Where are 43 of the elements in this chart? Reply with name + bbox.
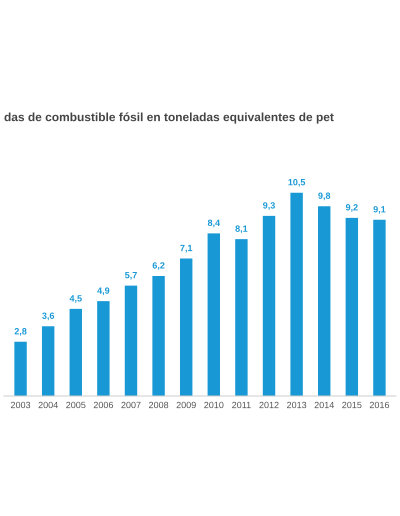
x-tick-label: 2016 [370, 402, 390, 408]
x-tick-label: 2011 [232, 402, 251, 408]
bar [42, 326, 54, 396]
data-label: 9,1 [373, 206, 386, 214]
bar [373, 220, 386, 396]
x-tick-label: 2015 [342, 402, 362, 408]
bar [180, 258, 192, 396]
data-label: 10,5 [288, 178, 306, 187]
data-label: 3,6 [42, 312, 54, 320]
bar [262, 216, 276, 396]
data-label: 7,1 [180, 244, 192, 252]
bar [70, 308, 82, 396]
x-tick-label: 2005 [66, 402, 86, 408]
bar [152, 276, 165, 396]
data-label: 4,5 [70, 295, 82, 303]
data-label: 8,1 [235, 225, 248, 234]
data-label: 9,8 [318, 192, 330, 200]
bar [14, 342, 27, 396]
bar [235, 239, 248, 396]
x-tick-label: 2004 [38, 402, 58, 408]
x-tick-label: 2006 [94, 402, 114, 408]
bar [318, 206, 330, 396]
data-label: 8,4 [208, 220, 220, 228]
chart-title: das de combustible fósil en toneladas equivalentes de pet [4, 112, 334, 124]
x-tick-label: 2008 [149, 402, 168, 408]
x-tick-label: 2014 [314, 402, 334, 408]
data-label: 4,9 [97, 287, 110, 296]
data-label: 2,8 [14, 328, 27, 336]
x-tick-label: 2010 [204, 402, 224, 408]
data-label: 6,2 [152, 262, 165, 270]
x-tick-label: 2003 [10, 402, 30, 408]
data-label: 5,7 [124, 272, 137, 280]
bar [208, 233, 220, 396]
bar [97, 301, 110, 396]
x-tick-label: 2007 [121, 402, 141, 408]
x-tick-label: 2009 [176, 402, 196, 408]
bar [290, 192, 303, 396]
bar [346, 218, 358, 396]
x-tick-label: 2012 [259, 402, 279, 408]
bar [124, 286, 138, 396]
x-tick-label: 2013 [287, 402, 306, 408]
data-label: 9,2 [346, 204, 358, 212]
data-label: 9,3 [263, 202, 275, 210]
